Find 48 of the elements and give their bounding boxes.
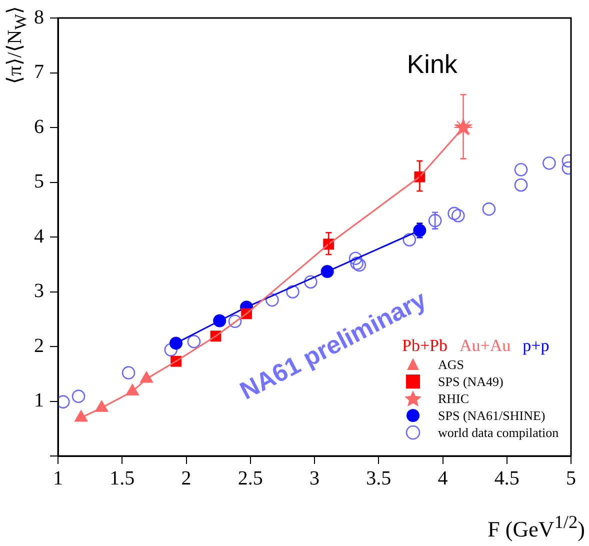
point	[348, 252, 362, 266]
legend-label: SPS (NA61/SHINE)	[438, 408, 546, 424]
point	[228, 314, 242, 328]
point	[320, 264, 334, 278]
point	[514, 163, 528, 176]
point	[286, 285, 300, 298]
x-tick-label: 5	[566, 467, 576, 490]
legend-label: RHIC	[438, 390, 470, 406]
legend-label: SPS (NA49)	[438, 374, 504, 390]
annotation: Kink	[406, 49, 458, 79]
annotation: p+p	[522, 336, 550, 355]
x-tick-label: 1.5	[110, 467, 135, 490]
x-tick-label: 4	[438, 467, 448, 490]
annotation: Au+Au	[460, 336, 511, 355]
point	[350, 256, 364, 270]
y-tick-label: 2	[34, 334, 44, 357]
x-tick-label: 2	[181, 467, 192, 490]
legend-label: world data compilation	[438, 424, 559, 440]
x-tick-label: 3.5	[366, 467, 392, 490]
point	[266, 293, 279, 307]
x-axis-title: F (GeV$^{1/2}$)	[488, 512, 585, 542]
y-tick-label: 5	[34, 170, 44, 192]
y-tick-label: 3	[34, 280, 44, 302]
point	[451, 209, 465, 222]
point	[514, 178, 528, 192]
point	[72, 390, 86, 403]
x-tick-label: 3	[310, 467, 320, 490]
point	[304, 275, 318, 289]
legend-label: AGS	[438, 356, 464, 372]
point	[482, 202, 496, 216]
y-tick-label: 6	[34, 116, 44, 138]
point	[169, 336, 182, 350]
point	[122, 366, 136, 380]
point	[428, 214, 442, 228]
y-tick-label: 1	[34, 390, 44, 412]
x-tick-label: 2.5	[238, 467, 263, 490]
point	[448, 206, 461, 220]
point	[352, 258, 366, 272]
y-tick-label: 4	[34, 225, 44, 248]
y-tick-label: 8	[34, 6, 44, 28]
x-tick-label: 1	[53, 467, 63, 490]
y-tick-label: 7	[34, 61, 44, 83]
point	[213, 314, 226, 328]
x-tick-label: 4.5	[494, 467, 520, 490]
point	[187, 334, 201, 348]
point	[402, 233, 416, 246]
point	[164, 343, 178, 356]
point	[542, 156, 556, 170]
